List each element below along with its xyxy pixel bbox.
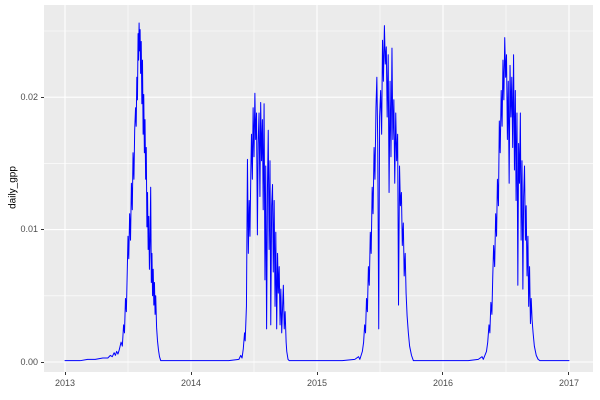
x-tick-label: 2017 <box>558 378 579 388</box>
x-tick-label: 2014 <box>180 378 202 388</box>
x-tick-label: 2016 <box>432 378 453 388</box>
y-axis-title: daily_gpp <box>7 166 19 209</box>
x-tick-mark <box>190 372 192 375</box>
x-tick-mark <box>568 372 570 375</box>
x-tick-mark <box>64 372 66 375</box>
y-tick-mark <box>41 229 44 231</box>
y-tick-mark <box>41 96 44 98</box>
x-tick-label: 2013 <box>54 378 76 388</box>
y-tick-label: 0.02 <box>20 91 38 102</box>
x-tick-label: 2015 <box>306 378 328 388</box>
plot-panel <box>44 5 593 372</box>
gpp-line-chart <box>44 5 593 372</box>
daily-gpp-line <box>64 22 570 362</box>
y-tick-label: 0.00 <box>20 356 38 367</box>
x-tick-mark <box>316 372 318 375</box>
x-tick-mark <box>442 372 444 375</box>
y-tick-label: 0.01 <box>20 224 38 235</box>
y-tick-mark <box>41 361 44 363</box>
